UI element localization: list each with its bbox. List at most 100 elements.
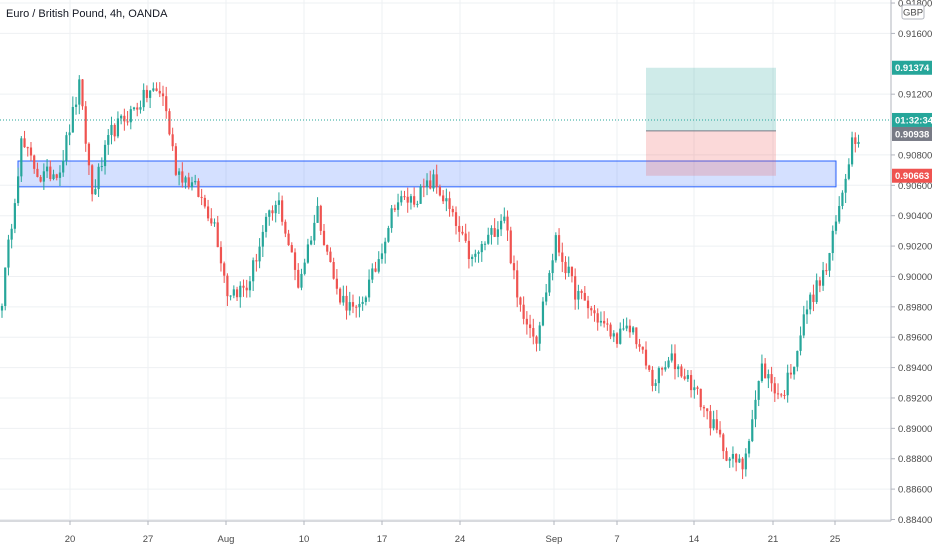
candle xyxy=(116,111,120,139)
candle-body xyxy=(606,323,609,325)
candle-body xyxy=(339,288,342,303)
candle xyxy=(715,409,718,434)
candle xyxy=(171,127,174,151)
candle xyxy=(136,102,139,117)
candle xyxy=(226,273,229,306)
candle xyxy=(825,263,828,275)
candle-body xyxy=(377,259,380,272)
stop-zone[interactable] xyxy=(646,130,776,176)
candle xyxy=(519,296,522,312)
candle xyxy=(593,304,596,322)
candle xyxy=(91,164,94,202)
candle-body xyxy=(4,267,7,306)
candle-body xyxy=(252,260,255,282)
candle-body xyxy=(438,186,442,196)
candle xyxy=(319,204,322,236)
candle xyxy=(818,276,821,293)
price-tag-current[interactable]: 0.90938 xyxy=(892,126,932,141)
candle xyxy=(722,432,725,460)
candle xyxy=(638,338,641,352)
price-tick-label: 0.88800 xyxy=(898,454,932,465)
candle xyxy=(132,106,136,111)
candle xyxy=(274,200,277,223)
price-tag-countdown[interactable]: 01:32:34 xyxy=(892,112,932,127)
price-tag-target[interactable]: 0.91374 xyxy=(892,60,932,75)
time-axis[interactable]: 20 27 Aug 10 17 24 Sep 7 14 21 25 xyxy=(0,520,891,550)
candle-body xyxy=(310,240,313,245)
candle xyxy=(339,287,342,305)
candle xyxy=(409,193,413,210)
candle xyxy=(615,332,619,348)
candle xyxy=(74,96,78,115)
candle xyxy=(142,83,145,112)
candle xyxy=(13,198,16,234)
candle-body xyxy=(838,206,841,222)
candle-body xyxy=(805,309,809,315)
candle xyxy=(322,224,326,246)
candle-body xyxy=(580,290,583,293)
candle-body xyxy=(219,247,223,264)
candle-body xyxy=(796,350,799,367)
currency-badge[interactable]: GBP xyxy=(901,4,925,20)
candle xyxy=(548,270,551,296)
candle xyxy=(351,294,355,314)
candle-body xyxy=(223,263,226,276)
candle xyxy=(574,268,577,310)
candle-body xyxy=(522,304,525,319)
candle-body xyxy=(84,106,87,144)
candle-body xyxy=(432,174,435,189)
candle-body xyxy=(532,328,535,337)
price-axis[interactable]: 0.918000.916000.912000.908000.906000.904… xyxy=(890,0,932,550)
candle-body xyxy=(203,197,206,207)
candle-body xyxy=(139,107,142,110)
candle xyxy=(248,276,252,298)
candle-body xyxy=(738,458,741,463)
candle-body xyxy=(850,137,854,165)
long-position-tool[interactable] xyxy=(0,67,891,176)
candles xyxy=(0,75,860,480)
price-axis-bg xyxy=(891,0,932,550)
candle-body xyxy=(168,111,171,135)
price-tag-stop[interactable]: 0.90663 xyxy=(892,168,932,183)
candle-body xyxy=(245,287,248,291)
candle xyxy=(822,261,825,291)
candle-body xyxy=(670,353,673,361)
candle xyxy=(841,190,844,210)
candle xyxy=(65,131,68,166)
candle xyxy=(789,364,792,379)
candle xyxy=(184,175,187,189)
candle-body xyxy=(429,180,432,189)
candle xyxy=(467,231,470,269)
candle-body xyxy=(477,252,480,254)
candle-body xyxy=(358,303,361,308)
candle xyxy=(174,143,177,177)
candle xyxy=(751,409,754,443)
candle xyxy=(200,188,203,206)
price-tag-label: 01:32:34 xyxy=(895,115,932,126)
candle xyxy=(603,311,606,328)
candle xyxy=(316,197,319,223)
candle xyxy=(838,196,841,224)
candle-body xyxy=(619,328,622,344)
candle xyxy=(702,405,706,418)
candle xyxy=(474,249,477,263)
candle-body xyxy=(100,166,103,168)
candle-body xyxy=(290,245,293,253)
candle xyxy=(97,163,100,197)
candle xyxy=(290,242,293,253)
candle-body xyxy=(126,121,129,123)
candle xyxy=(120,114,123,125)
candle-body xyxy=(62,160,65,173)
candle-body xyxy=(284,221,287,234)
candle xyxy=(796,350,799,372)
candle-body xyxy=(422,186,425,188)
candle xyxy=(442,190,445,204)
candle-body xyxy=(706,408,709,412)
candle-body xyxy=(413,196,416,205)
candle-body xyxy=(657,368,660,384)
candle-body xyxy=(319,205,322,231)
candle xyxy=(435,164,438,194)
candle xyxy=(464,223,467,243)
target-zone[interactable] xyxy=(646,67,776,131)
